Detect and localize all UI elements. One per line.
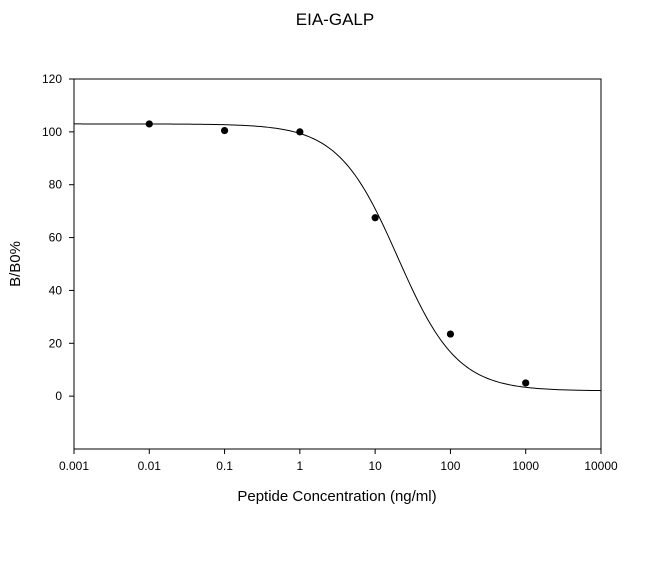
y-tick-label: 100	[42, 125, 62, 139]
x-axis-label: Peptide Concentration (ng/ml)	[237, 488, 436, 505]
x-axis-ticks: 0.001 0.01 0.1 1 10 100 1000 10000	[59, 449, 618, 473]
y-tick-label: 40	[49, 283, 63, 297]
x-tick-label: 0.001	[59, 459, 89, 473]
y-axis-label: B/B0%	[7, 241, 24, 287]
y-tick-label: 80	[49, 178, 63, 192]
fitted-curve	[74, 123, 602, 392]
y-tick-label: 0	[55, 389, 62, 403]
x-tick-label: 1	[297, 459, 304, 473]
data-point	[446, 330, 455, 338]
data-point	[522, 379, 530, 387]
data-points-layer	[145, 120, 530, 387]
data-point	[145, 120, 153, 128]
y-tick-label: 60	[49, 231, 63, 245]
x-tick-label: 100	[440, 459, 460, 473]
data-point	[220, 126, 229, 135]
x-tick-label: 0.01	[138, 459, 162, 473]
plot-frame	[73, 78, 602, 450]
y-axis-ticks: 0 20 40 60 80 100 120	[42, 72, 74, 403]
y-tick-label: 120	[42, 72, 62, 86]
x-tick-label: 0.1	[216, 459, 233, 473]
data-point	[296, 128, 304, 136]
chart-title: EIA-GALP	[296, 10, 374, 29]
data-point	[371, 214, 379, 222]
y-tick-label: 20	[49, 336, 63, 350]
x-tick-label: 10	[368, 459, 382, 473]
x-tick-label: 1000	[512, 459, 539, 473]
fitted-curve-layer	[74, 123, 602, 392]
x-tick-label: 10000	[584, 459, 618, 473]
